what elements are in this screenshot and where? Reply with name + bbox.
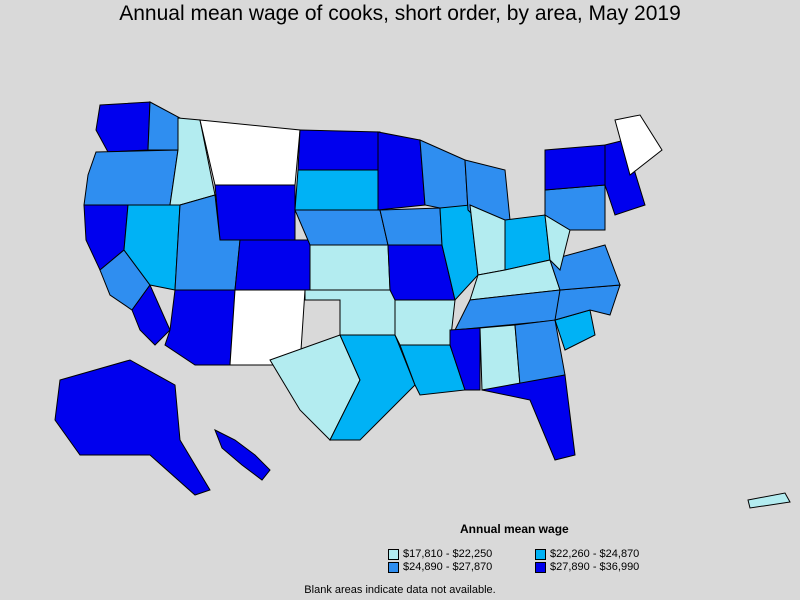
region-south-dakota <box>294 169 379 211</box>
region-north-dakota <box>297 129 381 171</box>
region-wyoming <box>214 184 296 241</box>
region-maine-north <box>614 114 663 176</box>
region-wisconsin <box>419 139 469 211</box>
legend-item: $27,890 - $36,990 <box>535 561 639 573</box>
legend-label: $24,890 - $27,870 <box>403 561 493 573</box>
legend-item: $24,890 - $27,870 <box>388 561 492 573</box>
region-iowa <box>379 207 443 246</box>
region-arizona <box>164 289 236 366</box>
region-arkansas <box>394 299 456 346</box>
legend-item: $17,810 - $22,250 <box>388 548 492 560</box>
legend-label: $22,260 - $24,870 <box>550 548 640 560</box>
region-louisiana <box>399 344 466 396</box>
legend-label: $27,890 - $36,990 <box>550 561 640 573</box>
legend-item: $22,260 - $24,870 <box>535 548 639 560</box>
region-alabama <box>479 324 521 391</box>
region-virginia <box>549 244 621 291</box>
legend-swatch <box>535 561 546 573</box>
legend-swatch <box>388 548 399 560</box>
legend-swatch <box>535 548 546 560</box>
legend-title: Annual mean wage <box>460 522 569 536</box>
region-florida <box>481 374 576 461</box>
region-colorado <box>234 239 311 291</box>
region-oklahoma <box>304 289 396 336</box>
region-mississippi <box>449 327 481 391</box>
region-montana <box>199 119 301 186</box>
region-california-south <box>131 284 171 346</box>
legend-label: $17,810 - $22,250 <box>403 548 493 560</box>
region-hawaii <box>214 428 271 481</box>
region-alaska <box>54 359 211 496</box>
region-washington-east <box>147 101 181 151</box>
map-title: Annual mean wage of cooks, short order, … <box>119 2 681 25</box>
region-kansas <box>309 244 391 291</box>
region-washington-west <box>95 101 151 153</box>
region-nebraska <box>294 209 389 246</box>
region-oregon <box>83 149 179 206</box>
legend-swatch <box>388 561 399 573</box>
region-illinois <box>439 204 479 302</box>
region-georgia <box>514 319 566 386</box>
footnote: Blank areas indicate data not available. <box>304 584 496 596</box>
region-minnesota <box>377 131 426 211</box>
region-puerto-rico <box>747 492 791 509</box>
